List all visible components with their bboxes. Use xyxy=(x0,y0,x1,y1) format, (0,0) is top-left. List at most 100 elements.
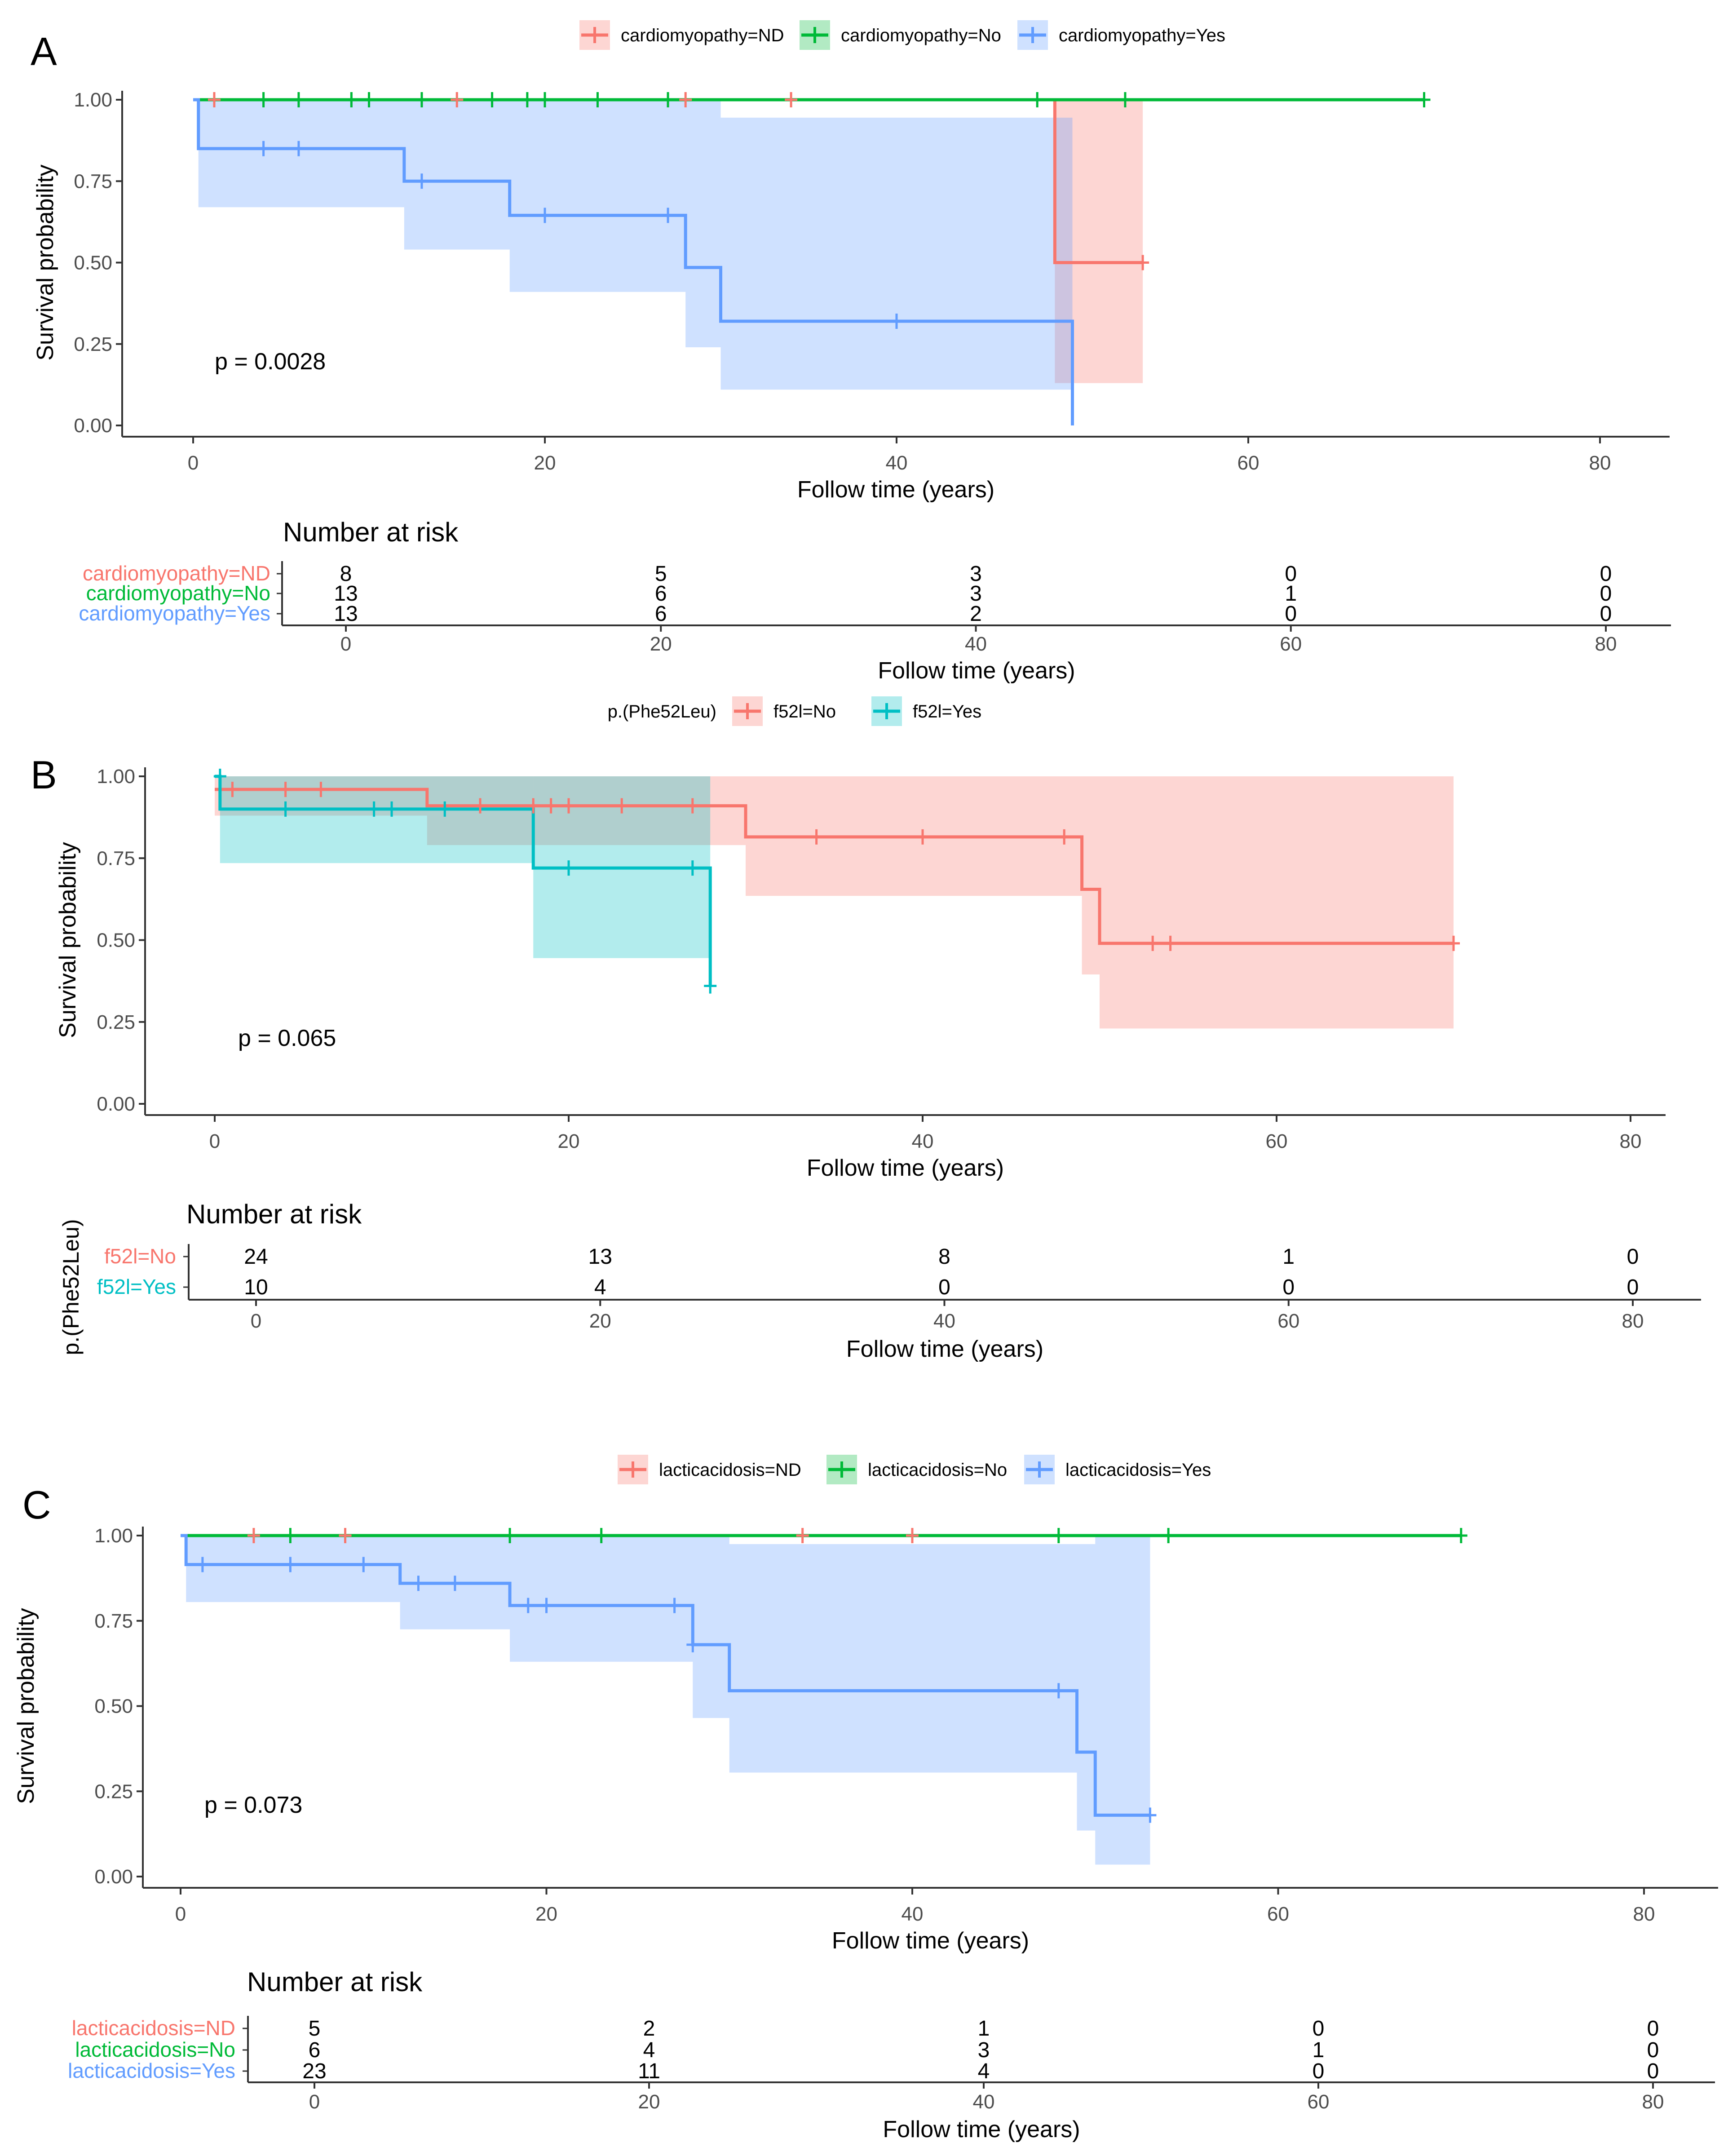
risk-count: 8 xyxy=(340,562,352,586)
y-tick-label: 0.50 xyxy=(74,252,112,274)
legend-label-0: lacticacidosis=ND xyxy=(659,1460,801,1480)
risk-count: 0 xyxy=(1647,2059,1659,2083)
y-tick-label: 0.00 xyxy=(74,415,112,437)
x-tick-label: 60 xyxy=(1266,1130,1288,1152)
x-tick-label: 40 xyxy=(886,452,908,474)
risk-x-axis-title: Follow time (years) xyxy=(846,1336,1043,1362)
risk-x-tick-label: 80 xyxy=(1595,633,1617,655)
risk-count: 23 xyxy=(302,2059,326,2083)
risk-count: 6 xyxy=(309,2038,321,2062)
risk-x-tick-label: 80 xyxy=(1642,2091,1664,2113)
risk-count: 0 xyxy=(1647,2017,1659,2041)
y-axis-title: Survival probability xyxy=(13,1608,39,1804)
risk-x-tick-label: 40 xyxy=(973,2091,995,2113)
y-tick-label: 1.00 xyxy=(74,89,112,111)
panel-label: B xyxy=(31,753,57,797)
risk-count: 0 xyxy=(1627,1275,1639,1299)
risk-count: 0 xyxy=(1313,2017,1325,2041)
risk-count: 1 xyxy=(1285,582,1297,606)
risk-x-axis-title: Follow time (years) xyxy=(878,658,1075,684)
risk-count: 0 xyxy=(938,1275,950,1299)
risk-count: 1 xyxy=(978,2017,990,2041)
x-axis-title: Follow time (years) xyxy=(832,1928,1029,1954)
risk-count: 11 xyxy=(638,2059,660,2083)
ci-band-2-3 xyxy=(509,100,686,292)
p-value: p = 0.0028 xyxy=(215,349,326,375)
y-axis-title: Survival probability xyxy=(55,842,81,1038)
y-tick-label: 0.00 xyxy=(97,1093,135,1115)
risk-row-label: cardiomyopathy=Yes xyxy=(79,602,270,625)
legend-label-0: f52l=No xyxy=(773,702,836,722)
risk-count: 13 xyxy=(334,582,358,606)
risk-x-tick-label: 60 xyxy=(1277,1310,1299,1332)
ci-band-2-4 xyxy=(693,1536,729,1718)
x-tick-label: 0 xyxy=(188,452,199,474)
ci-band-2-4 xyxy=(685,100,721,347)
risk-row-label: f52l=Yes xyxy=(97,1275,176,1298)
x-tick-label: 20 xyxy=(558,1130,580,1152)
risk-x-tick-label: 0 xyxy=(251,1310,261,1332)
risk-count: 2 xyxy=(970,602,982,626)
ci-band-2-2 xyxy=(404,100,510,250)
risk-x-tick-label: 20 xyxy=(650,633,672,655)
risk-count: 0 xyxy=(1285,602,1297,626)
risk-count: 3 xyxy=(970,562,982,586)
risk-count: 0 xyxy=(1313,2059,1325,2083)
risk-x-tick-label: 20 xyxy=(638,2091,660,2113)
ci-band-0-3 xyxy=(1082,776,1100,975)
risk-row-label: cardiomyopathy=ND xyxy=(83,562,270,585)
risk-count: 0 xyxy=(1627,1245,1639,1269)
x-tick-label: 60 xyxy=(1267,1903,1289,1925)
y-tick-label: 0.75 xyxy=(94,1610,133,1632)
y-tick-label: 1.00 xyxy=(94,1525,133,1547)
risk-count: 1 xyxy=(1282,1245,1295,1269)
y-tick-label: 0.50 xyxy=(97,930,135,952)
ci-band-2-5 xyxy=(729,1544,1077,1773)
risk-table-title: Number at risk xyxy=(283,517,459,547)
risk-count: 1 xyxy=(1313,2038,1325,2062)
panel-label: C xyxy=(22,1483,51,1527)
ci-band-0-4 xyxy=(1100,776,1454,1029)
ci-band-2-7 xyxy=(1095,1536,1150,1865)
y-tick-label: 0.50 xyxy=(94,1696,133,1718)
risk-x-tick-label: 60 xyxy=(1280,633,1302,655)
risk-x-tick-label: 0 xyxy=(309,2091,320,2113)
risk-x-tick-label: 0 xyxy=(340,633,351,655)
legend-label-0: cardiomyopathy=ND xyxy=(621,26,784,45)
risk-x-tick-label: 40 xyxy=(933,1310,955,1332)
y-tick-label: 0.25 xyxy=(74,333,112,355)
survival-curve-0 xyxy=(215,788,1454,945)
x-axis-title: Follow time (years) xyxy=(807,1155,1004,1181)
p-value: p = 0.073 xyxy=(204,1792,302,1818)
y-tick-label: 0.00 xyxy=(94,1866,133,1888)
y-tick-label: 0.25 xyxy=(94,1780,133,1802)
y-tick-label: 0.75 xyxy=(74,170,112,192)
x-tick-label: 60 xyxy=(1237,452,1260,474)
risk-count: 13 xyxy=(588,1245,612,1269)
risk-count: 0 xyxy=(1600,562,1612,586)
legend: cardiomyopathy=ND cardiomyopathy=No cardio… xyxy=(579,20,1225,50)
risk-count: 8 xyxy=(938,1245,950,1269)
survival-curve-2 xyxy=(193,98,1074,425)
x-axis-title: Follow time (years) xyxy=(797,477,994,503)
ci-band-2-5 xyxy=(720,117,1073,390)
x-tick-label: 80 xyxy=(1633,1903,1655,1925)
risk-row-label: cardiomyopathy=No xyxy=(86,581,270,605)
risk-y-axis-title: p.(Phe52Leu) xyxy=(58,1219,84,1355)
x-tick-label: 40 xyxy=(912,1130,934,1152)
legend-title: p.(Phe52Leu) xyxy=(608,702,716,722)
risk-row-label: lacticacidosis=No xyxy=(75,2038,235,2061)
x-tick-label: 0 xyxy=(175,1903,186,1925)
legend-label-1: cardiomyopathy=No xyxy=(841,26,1001,45)
risk-count: 4 xyxy=(978,2059,990,2083)
legend: p.(Phe52Leu) f52l=No f52l=Yes xyxy=(608,696,981,726)
risk-count: 5 xyxy=(309,2017,321,2041)
legend-label-1: f52l=Yes xyxy=(913,702,981,722)
x-tick-label: 20 xyxy=(535,1903,557,1925)
risk-count: 10 xyxy=(244,1275,268,1299)
